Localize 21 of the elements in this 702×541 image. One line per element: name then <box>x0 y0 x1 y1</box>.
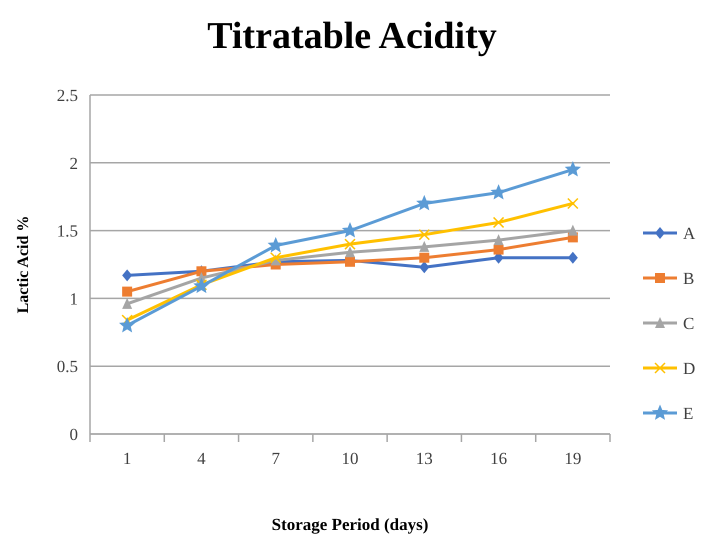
x-axis-title: Storage Period (days) <box>272 515 428 534</box>
legend-label: B <box>683 268 694 288</box>
x-tick-label: 7 <box>271 449 280 468</box>
legend-label: E <box>683 404 694 423</box>
y-tick-label: 0.5 <box>56 357 78 376</box>
x-tick-label: 1 <box>122 449 132 468</box>
y-tick-label: 1 <box>70 289 78 308</box>
y-tick-label: 0 <box>70 424 78 444</box>
chart-title: Titratable Acidity <box>207 15 497 57</box>
y-axis-title: Lactic Acid % <box>15 216 32 314</box>
legend-label: C <box>683 314 694 333</box>
x-tick-label: 4 <box>197 449 206 468</box>
y-tick-label: 1.5 <box>56 222 78 241</box>
x-tick-label: 10 <box>342 449 358 468</box>
y-tick-label: 2.5 <box>56 86 78 105</box>
legend-label: D <box>683 358 696 378</box>
x-tick-label: 16 <box>490 449 508 468</box>
x-tick-label: 19 <box>564 449 582 468</box>
y-tick-label: 2 <box>70 154 78 173</box>
x-tick-label: 13 <box>416 449 433 468</box>
legend-label: A <box>683 224 696 243</box>
